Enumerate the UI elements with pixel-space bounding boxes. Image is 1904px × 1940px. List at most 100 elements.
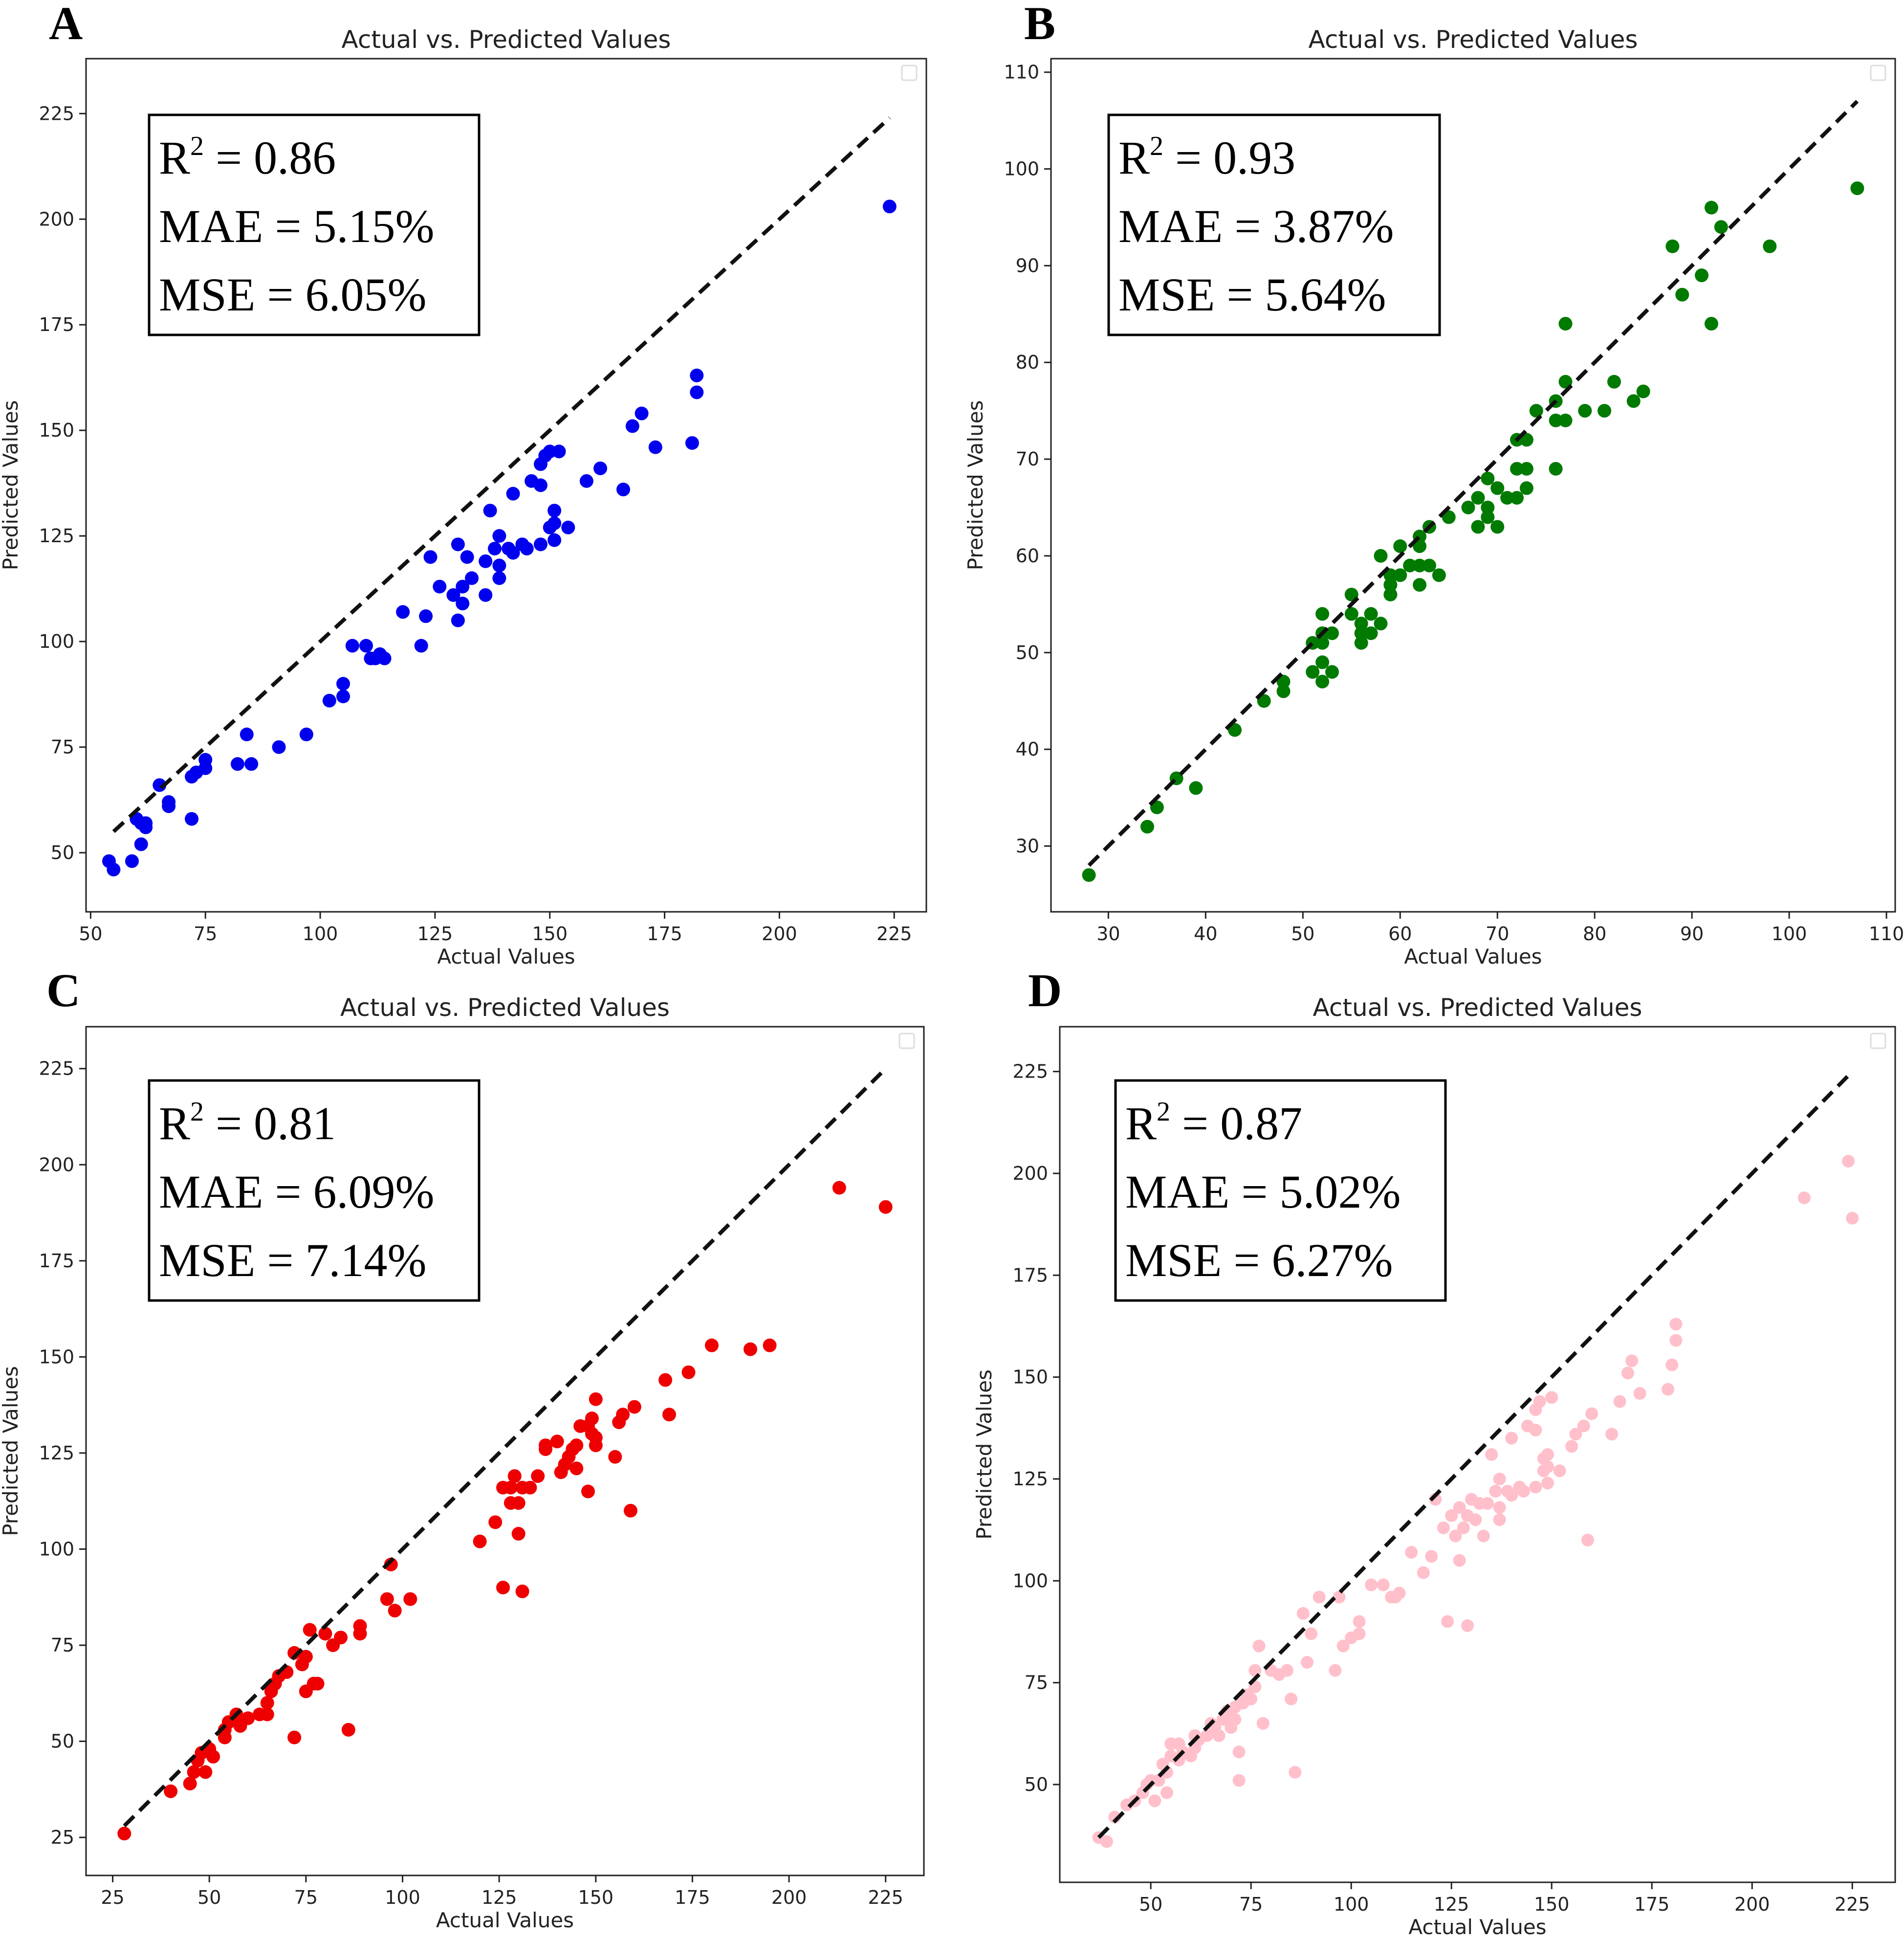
x-tick-label: 40	[1194, 923, 1217, 945]
data-point	[303, 1623, 317, 1637]
data-point	[507, 1469, 522, 1483]
data-point	[1505, 1489, 1518, 1502]
data-point	[1519, 462, 1533, 476]
data-point	[1325, 665, 1339, 679]
data-point	[1500, 491, 1514, 505]
identity-line	[112, 116, 891, 833]
data-point	[627, 1400, 641, 1414]
x-axis-label: Actual Values	[1408, 1915, 1546, 1939]
identity-line	[1087, 100, 1859, 867]
y-axis-label: Predicted Values	[0, 400, 22, 571]
y-tick-label: 125	[1012, 1468, 1048, 1490]
data-point	[1695, 268, 1709, 283]
mse-metric: MSE = 6.27%	[1125, 1234, 1393, 1286]
data-point	[1353, 1615, 1366, 1628]
x-tick-label: 200	[762, 923, 797, 945]
data-point	[1422, 558, 1436, 573]
x-tick-label: 200	[771, 1887, 807, 1908]
x-tick-label: 75	[194, 923, 217, 945]
y-tick-label: 110	[1004, 62, 1039, 83]
data-point	[1200, 1729, 1213, 1742]
x-axis-label: Actual Values	[1404, 945, 1542, 969]
data-point	[1413, 578, 1427, 592]
data-point	[1471, 491, 1485, 505]
x-tick-label: 75	[1239, 1894, 1263, 1915]
x-tick-label: 70	[1486, 923, 1509, 945]
r2-metric: R2 = 0.93	[1118, 131, 1295, 184]
data-point	[1519, 433, 1533, 447]
x-tick-label: 100	[385, 1887, 420, 1908]
r2-metric: R2 = 0.87	[1125, 1097, 1302, 1149]
y-tick-label: 75	[51, 1634, 74, 1656]
data-point	[318, 1627, 332, 1641]
data-point	[345, 639, 359, 653]
x-tick-label: 150	[532, 923, 568, 945]
mae-metric: MAE = 3.87%	[1118, 200, 1394, 252]
data-point	[492, 571, 506, 585]
data-point	[685, 436, 699, 450]
data-point	[1280, 1664, 1293, 1677]
data-point	[1257, 694, 1271, 708]
data-point	[589, 1431, 603, 1445]
data-point	[1490, 481, 1505, 495]
data-point	[1245, 1693, 1258, 1705]
metrics-box	[148, 113, 481, 336]
r2-metric: R2 = 0.81	[159, 1097, 336, 1149]
data-point	[1393, 568, 1407, 582]
data-point	[539, 1438, 553, 1453]
identity-line	[123, 1067, 887, 1828]
data-point	[1625, 1354, 1639, 1367]
data-point	[240, 728, 254, 742]
data-point	[139, 816, 153, 830]
x-tick-label: 100	[303, 923, 338, 945]
x-tick-label: 80	[1583, 923, 1606, 945]
data-point	[1565, 1440, 1578, 1453]
mse-metric: MSE = 6.05%	[159, 268, 427, 321]
y-tick-label: 175	[39, 314, 74, 335]
data-point	[1585, 1407, 1598, 1420]
y-tick-label: 200	[39, 208, 74, 230]
data-point	[1846, 1212, 1859, 1225]
legend-box	[898, 1033, 915, 1049]
data-point	[1344, 588, 1358, 602]
data-point	[1336, 1639, 1350, 1653]
data-point	[616, 483, 631, 497]
data-point	[1333, 1590, 1346, 1604]
data-point	[1529, 1424, 1542, 1436]
data-point	[423, 550, 438, 564]
y-tick-label: 80	[1016, 352, 1039, 373]
data-point	[1354, 617, 1368, 631]
data-point	[1850, 181, 1864, 196]
data-point	[585, 1411, 599, 1426]
identity-line	[1097, 1070, 1854, 1839]
panel-letter: A	[49, 0, 83, 49]
data-point	[479, 588, 493, 602]
data-point	[1675, 287, 1689, 302]
data-point	[523, 1480, 537, 1495]
data-point	[1605, 1428, 1619, 1441]
data-point	[1669, 1334, 1683, 1347]
data-point	[322, 694, 336, 708]
y-tick-label: 90	[1016, 255, 1039, 276]
chart-title: Actual vs. Predicted Values	[1309, 25, 1638, 54]
data-point	[107, 862, 121, 877]
data-point	[1403, 558, 1417, 573]
data-point	[1665, 1358, 1679, 1371]
data-point	[547, 516, 562, 530]
data-point	[506, 546, 520, 560]
data-point	[1763, 239, 1777, 253]
data-point	[1461, 501, 1475, 515]
data-point	[1549, 413, 1563, 427]
chart-panel-d: D Actual vs. Predicted Values 50 75 100 125 15…	[972, 964, 1896, 1939]
data-point	[547, 533, 562, 547]
data-point	[1228, 723, 1242, 737]
data-point	[1315, 675, 1330, 689]
data-point	[520, 542, 534, 556]
data-point	[1457, 1521, 1470, 1534]
data-point	[336, 677, 350, 691]
data-point	[353, 1619, 367, 1633]
y-tick-label: 75	[1025, 1672, 1048, 1694]
data-point	[260, 1707, 274, 1721]
data-point	[244, 757, 259, 771]
data-point	[1189, 781, 1203, 795]
